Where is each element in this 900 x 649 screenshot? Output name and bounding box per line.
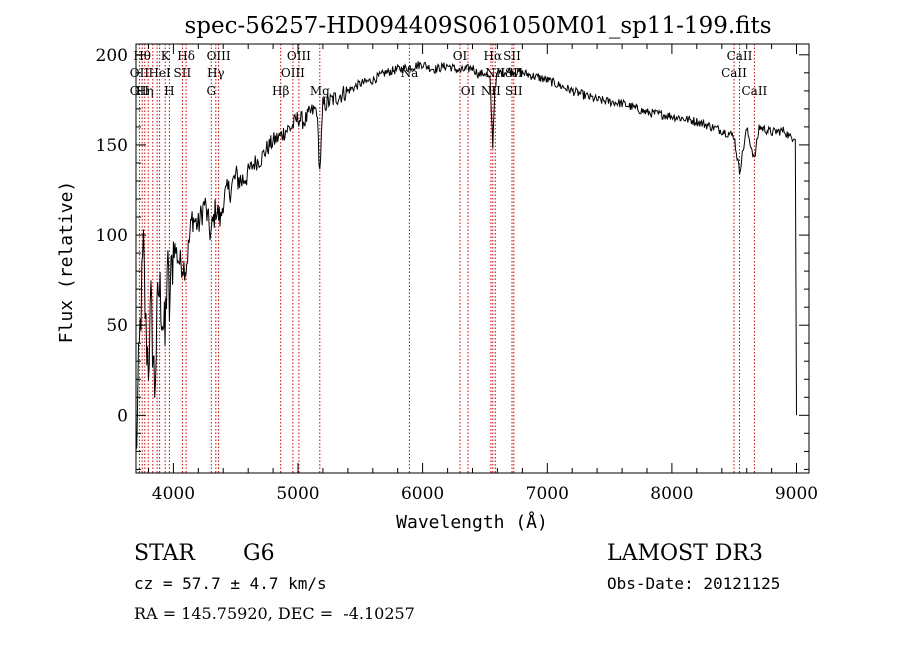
line-label-OI: OI	[453, 49, 468, 63]
line-label-CaII: CaII	[727, 49, 753, 63]
line-label-SII: SII	[174, 66, 192, 80]
x-tick-label: 4000	[152, 484, 195, 504]
y-tick-label: 150	[96, 136, 128, 156]
redshift-cz: cz = 57.7 ± 4.7 km/s	[134, 574, 327, 593]
object-subclass: G6	[243, 541, 275, 566]
line-label-CaII: CaII	[741, 84, 767, 98]
spectrum-line	[135, 61, 797, 450]
x-axis-label: Wavelength (Å)	[396, 511, 548, 533]
spectrum-series	[135, 61, 797, 450]
line-label-Hη: Hη	[136, 84, 154, 98]
x-tick-label: 6000	[401, 484, 444, 504]
y-tick-label: 50	[106, 316, 128, 336]
line-label-CaII: CaII	[721, 66, 747, 80]
line-label-Hδ: Hδ	[177, 49, 195, 63]
line-label-HeI: HeI	[148, 66, 171, 80]
line-label-Mg: Mg	[310, 84, 330, 98]
chart-title: spec-56257-HD094409S061050M01_sp11-199.f…	[184, 13, 771, 39]
axes: 4000 5000 6000 7000 8000 9000 0 50 100 150 200	[96, 44, 818, 504]
survey-name: LAMOST DR3	[607, 541, 763, 566]
line-label-OIII: OIII	[207, 49, 231, 63]
line-label-Hβ: Hβ	[272, 84, 289, 98]
line-label-H: H	[164, 84, 174, 98]
line-label-OI: OI	[461, 84, 476, 98]
line-label-G: G	[207, 84, 217, 98]
plot-frame	[135, 43, 810, 474]
line-label-SII: SII	[503, 49, 521, 63]
x-tick-label: 8000	[650, 484, 693, 504]
line-label-Hγ: Hγ	[207, 66, 225, 80]
x-tick-label: 9000	[775, 484, 818, 504]
x-tick-label: 5000	[276, 484, 319, 504]
spectral-line-markers	[138, 44, 755, 473]
x-tick-label: 7000	[526, 484, 569, 504]
y-tick-label: 200	[96, 46, 128, 66]
object-class: STAR	[134, 541, 196, 566]
y-tick-label: 0	[117, 406, 128, 426]
line-label-OIII: OIII	[281, 66, 305, 80]
line-label-K: K	[161, 49, 171, 63]
observation-date: Obs-Date: 20121125	[607, 574, 780, 593]
y-axis-label: Flux (relative)	[56, 181, 77, 344]
ra-dec-coordinates: RA = 145.75920, DEC = -4.10257	[134, 604, 415, 623]
line-label-SII: SII	[505, 84, 523, 98]
line-label-OIII: OIII	[287, 49, 311, 63]
line-label-Hα: Hα	[484, 49, 503, 63]
line-label-Hθ: Hθ	[133, 49, 151, 63]
info-panel: STAR G6 LAMOST DR3 cz = 57.7 ± 4.7 km/s …	[134, 541, 780, 623]
y-tick-label: 100	[96, 226, 128, 246]
